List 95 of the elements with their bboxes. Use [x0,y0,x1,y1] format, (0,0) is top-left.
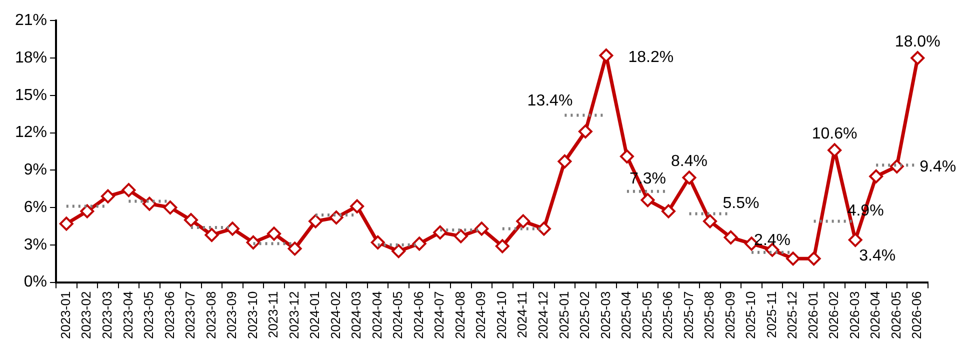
y-tick-label: 15% [14,86,48,104]
point [184,212,198,227]
y-tick-label: 3% [24,236,48,254]
x-tick-label: 2023-04 [120,291,136,340]
point [536,222,551,236]
x-tick-label: 2025-03 [598,291,613,340]
x-tick-label: 2026-05 [888,291,904,340]
data-label: 3.4% [859,247,896,264]
point [848,232,862,247]
point [620,149,634,164]
data-label: 8.4% [671,153,708,170]
data-label: 18.0% [894,33,940,50]
x-tick-label: 2025-11 [764,291,779,338]
x-tick-label: 2024-09 [473,291,488,340]
x-tick-label: 2025-12 [784,291,800,340]
data-label: 2.4% [754,232,791,249]
point [474,222,489,236]
point [204,228,219,242]
x-tick-label: 2026-04 [868,291,883,340]
x-tick-label: 2025-02 [577,291,592,340]
point [122,183,136,198]
y-tick-label: 12% [14,124,48,142]
x-tick-label: 2023-08 [203,291,218,340]
point [308,214,323,228]
x-tick-label: 2024-08 [452,291,468,340]
x-tick-label: 2024-12 [535,291,550,340]
x-tick-label: 2025-09 [722,291,738,340]
x-tick-label: 2024-03 [348,291,364,340]
x-tick-label: 2023-11 [266,291,281,338]
point [433,225,448,240]
point [786,252,800,266]
x-tick-label: 2023-03 [100,291,115,340]
x-tick-label: 2023-10 [244,291,260,340]
x-tick-label: 2025-10 [743,291,758,340]
point [910,50,925,65]
data-label: 9.4% [920,158,956,176]
x-tick-label: 2024-06 [410,291,426,340]
x-tick-label: 2025-04 [618,291,634,340]
point [495,239,510,254]
point [558,154,572,168]
x-tick-label: 2025-05 [639,291,654,340]
point [516,214,530,228]
x-tick-label: 2024-10 [494,291,509,340]
point [350,199,364,214]
x-tick-label: 2024-01 [307,291,322,340]
x-tick-label: 2024-02 [328,291,343,340]
data-label: 13.4% [527,92,573,110]
point [246,235,260,250]
point [225,222,240,236]
point [661,204,676,218]
x-tick-label: 2024-11 [514,291,530,338]
y-tick-label: 21% [14,12,48,30]
point [392,244,406,258]
x-tick-label: 2026-06 [909,291,924,340]
x-tick-label: 2026-01 [805,291,820,340]
x-tick-label: 2023-01 [58,291,73,340]
point [703,214,718,228]
x-tick-label: 2025-08 [702,291,717,340]
point [806,252,821,266]
point [724,230,738,244]
x-tick-label: 2025-01 [556,291,572,340]
point [163,200,178,215]
point [370,235,385,250]
point [599,48,614,62]
point [80,204,94,218]
x-tick-label: 2023-02 [78,291,94,340]
y-tick-label: 6% [24,198,48,216]
point [682,170,696,185]
y-tick-label: 9% [24,162,48,179]
x-tick-label: 2024-07 [432,291,447,340]
x-tick-label: 2024-05 [390,291,406,340]
x-tick-label: 2023-06 [162,291,177,340]
point [869,169,884,184]
x-tick-label: 2023-05 [141,291,156,340]
point [578,124,592,139]
y-tick-label: 18% [14,49,48,66]
x-tick-label: 2025-07 [680,291,696,340]
x-tick-label: 2023-07 [182,291,198,340]
point [267,226,282,241]
x-tick-label: 2026-03 [846,291,862,340]
x-tick-label: 2023-12 [286,291,302,340]
x-tick-label: 2023-09 [224,291,240,340]
data-label: 10.6% [812,126,858,143]
data-label: 18.2% [628,48,674,66]
point [288,242,302,256]
point [640,193,655,208]
y-tick-label: 0% [24,274,48,291]
point [59,216,74,231]
x-tick-label: 2024-04 [369,291,384,340]
point [100,189,115,204]
x-tick-label: 2026-02 [826,291,842,340]
data-label: 5.5% [722,195,760,212]
x-tick-label: 2025-06 [660,291,676,340]
point [412,236,426,251]
point [454,229,468,244]
